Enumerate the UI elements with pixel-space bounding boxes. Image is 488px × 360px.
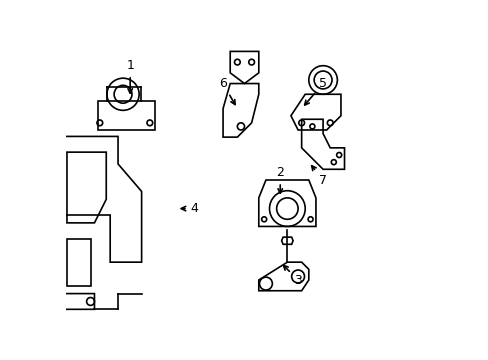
Text: 7: 7 — [311, 166, 326, 186]
Text: 3: 3 — [283, 265, 302, 287]
Text: 4: 4 — [181, 202, 198, 215]
Text: 6: 6 — [219, 77, 235, 104]
Text: 1: 1 — [126, 59, 134, 93]
Text: 5: 5 — [304, 77, 326, 105]
Text: 2: 2 — [276, 166, 284, 193]
